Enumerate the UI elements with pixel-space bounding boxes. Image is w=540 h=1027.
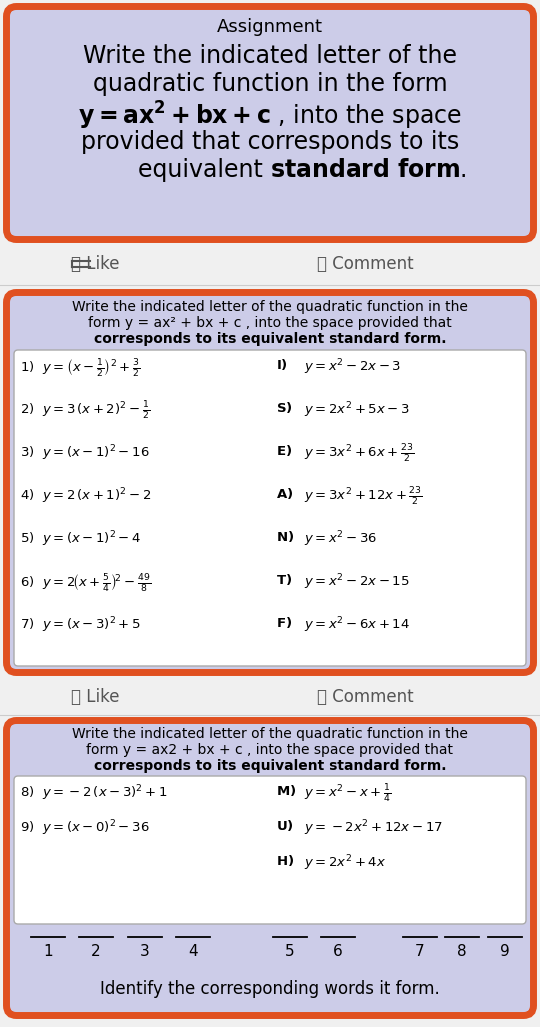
Text: 5: 5 — [285, 944, 295, 959]
Text: $\mathbf{N)}$: $\mathbf{N)}$ — [276, 529, 294, 544]
Text: provided that corresponds to its: provided that corresponds to its — [81, 130, 459, 154]
Text: 6: 6 — [333, 944, 343, 959]
Text: quadratic function in the form: quadratic function in the form — [93, 72, 447, 96]
Text: $y = 3x^2 + 6x + \frac{23}{2}$: $y = 3x^2 + 6x + \frac{23}{2}$ — [304, 443, 414, 465]
Text: $y = x^2 - 36$: $y = x^2 - 36$ — [304, 529, 377, 548]
Text: Assignment: Assignment — [217, 18, 323, 36]
Text: 3)  $y = (x-1)^2 - 16$: 3) $y = (x-1)^2 - 16$ — [20, 443, 150, 462]
Text: $\mathbf{E)}$: $\mathbf{E)}$ — [276, 443, 292, 458]
Text: 7)  $y = (x-3)^2 + 5$: 7) $y = (x-3)^2 + 5$ — [20, 615, 141, 635]
FancyBboxPatch shape — [6, 6, 534, 239]
Text: 5)  $y = (x-1)^2 - 4$: 5) $y = (x-1)^2 - 4$ — [20, 529, 141, 548]
Text: $\mathbf{standard\ form}$.: $\mathbf{standard\ form}$. — [270, 158, 467, 182]
Text: $y = x^2 - 2x - 15$: $y = x^2 - 2x - 15$ — [304, 572, 410, 592]
Text: 7: 7 — [415, 944, 425, 959]
Text: $y = x^2 - 6x + 14$: $y = x^2 - 6x + 14$ — [304, 615, 410, 635]
Text: 2)  $y = 3\,(x+2)^2 - \frac{1}{2}$: 2) $y = 3\,(x+2)^2 - \frac{1}{2}$ — [20, 400, 150, 422]
Text: 💬 Comment: 💬 Comment — [316, 688, 413, 706]
Text: $y = 2x^2 + 4x$: $y = 2x^2 + 4x$ — [304, 853, 386, 873]
Text: $y = x^2 - x + \frac{1}{4}$: $y = x^2 - x + \frac{1}{4}$ — [304, 783, 392, 805]
Text: $\mathbf{M)}$: $\mathbf{M)}$ — [276, 783, 296, 798]
Text: 4: 4 — [188, 944, 198, 959]
Text: Write the indicated letter of the quadratic function in the: Write the indicated letter of the quadra… — [72, 727, 468, 741]
FancyBboxPatch shape — [14, 776, 526, 924]
Text: $\mathbf{T)}$: $\mathbf{T)}$ — [276, 572, 292, 587]
Text: Write the indicated letter of the: Write the indicated letter of the — [83, 44, 457, 68]
Text: 9)  $y = (x-0)^2 - 36$: 9) $y = (x-0)^2 - 36$ — [20, 817, 150, 838]
Text: 1: 1 — [43, 944, 53, 959]
Text: $y = x^2 - 2x - 3$: $y = x^2 - 2x - 3$ — [304, 357, 401, 377]
Text: $y = 3x^2 + 12x + \frac{23}{2}$: $y = 3x^2 + 12x + \frac{23}{2}$ — [304, 486, 423, 508]
Text: $\mathbf{H)}$: $\mathbf{H)}$ — [276, 853, 294, 868]
Text: Identify the corresponding words it form.: Identify the corresponding words it form… — [100, 980, 440, 998]
Text: 👍 Like: 👍 Like — [71, 688, 119, 706]
Text: $\mathbf{A)}$: $\mathbf{A)}$ — [276, 486, 293, 501]
Text: $\mathbf{F)}$: $\mathbf{F)}$ — [276, 615, 292, 630]
FancyBboxPatch shape — [6, 721, 534, 1016]
Text: $\mathbf{I)}$: $\mathbf{I)}$ — [276, 357, 288, 372]
Text: 💬 Comment: 💬 Comment — [316, 255, 413, 273]
FancyBboxPatch shape — [6, 293, 534, 673]
Text: form y = ax² + bx + c , into the space provided that: form y = ax² + bx + c , into the space p… — [88, 316, 452, 330]
Text: 👍 Like: 👍 Like — [71, 255, 119, 273]
Text: 2: 2 — [91, 944, 101, 959]
FancyBboxPatch shape — [14, 350, 526, 665]
Text: $y = 2x^2 + 5x - 3$: $y = 2x^2 + 5x - 3$ — [304, 400, 410, 420]
Text: 8: 8 — [457, 944, 467, 959]
Text: 3: 3 — [140, 944, 150, 959]
Text: $\mathbf{U)}$: $\mathbf{U)}$ — [276, 817, 294, 833]
Text: $y = -2x^2 + 12x - 17$: $y = -2x^2 + 12x - 17$ — [304, 817, 443, 838]
Text: form y = ax2 + bx + c , into the space provided that: form y = ax2 + bx + c , into the space p… — [86, 743, 454, 757]
Text: corresponds to its equivalent standard form.: corresponds to its equivalent standard f… — [94, 332, 446, 346]
Text: corresponds to its equivalent standard form.: corresponds to its equivalent standard f… — [94, 759, 446, 773]
Text: 8)  $y = -2\,(x-3)^2 + 1$: 8) $y = -2\,(x-3)^2 + 1$ — [20, 783, 168, 802]
Text: 9: 9 — [500, 944, 510, 959]
Text: 4)  $y = 2\,(x+1)^2 - 2$: 4) $y = 2\,(x+1)^2 - 2$ — [20, 486, 151, 505]
Text: $\mathbf{S)}$: $\mathbf{S)}$ — [276, 400, 293, 415]
Text: Write the indicated letter of the quadratic function in the: Write the indicated letter of the quadra… — [72, 300, 468, 314]
Text: 1)  $y = \left(x-\frac{1}{2}\right)^2 + \frac{3}{2}$: 1) $y = \left(x-\frac{1}{2}\right)^2 + \… — [20, 357, 140, 379]
Text: equivalent: equivalent — [138, 158, 270, 182]
Text: 6)  $y = 2\!\left(x+\frac{5}{4}\right)^{\!2} - \frac{49}{8}$: 6) $y = 2\!\left(x+\frac{5}{4}\right)^{\… — [20, 572, 151, 594]
Text: $\mathbf{y = ax^2 + bx + c}$ , into the space: $\mathbf{y = ax^2 + bx + c}$ , into the … — [78, 100, 462, 132]
